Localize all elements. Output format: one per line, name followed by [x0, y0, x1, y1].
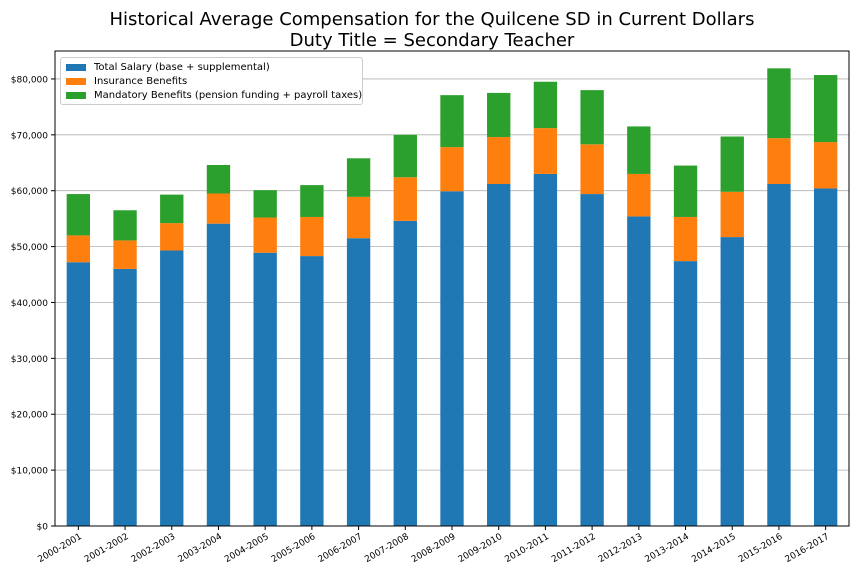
legend-entry-salary: Total Salary (base + supplemental) [66, 60, 270, 74]
bar-segment-mandatory [580, 90, 604, 145]
x-tick-label: 2002-2003 [130, 532, 177, 565]
x-tick-label: 2011-2012 [550, 532, 597, 565]
legend: Total Salary (base + supplemental) Insur… [60, 57, 363, 105]
x-tick-label: 2013-2014 [644, 532, 692, 565]
bar-segment-insurance [627, 173, 651, 217]
bar-segment-mandatory [66, 194, 91, 236]
x-tick-label: 2000-2001 [36, 532, 83, 565]
bar-segment-insurance [300, 216, 324, 257]
bar-segment-salary [627, 216, 651, 527]
bar-segment-mandatory [253, 190, 277, 218]
x-tick-label: 2007-2008 [363, 532, 411, 565]
x-tick-label: 2010-2011 [503, 532, 550, 565]
legend-label-insurance: Insurance Benefits [94, 75, 188, 87]
bar-segment-salary [533, 173, 558, 527]
legend-swatch-insurance [66, 77, 86, 85]
bar-segment-salary [346, 238, 371, 527]
bar-segment-insurance [813, 142, 838, 189]
legend-label-salary: Total Salary (base + supplemental) [94, 61, 270, 73]
bar-segment-mandatory [813, 75, 838, 143]
bar-segment-mandatory [440, 95, 464, 148]
bar-segment-salary [813, 188, 838, 526]
bar-segment-mandatory [300, 185, 324, 217]
bar-segment-salary [720, 237, 744, 526]
x-tick-label: 2006-2007 [317, 532, 364, 565]
legend-swatch-mandatory [66, 91, 86, 99]
bar-segment-salary [113, 268, 137, 526]
bar-segment-mandatory [673, 165, 698, 217]
bar-segment-salary [206, 223, 231, 527]
y-tick-label: $80,000 [11, 75, 48, 85]
y-tick-label: $30,000 [11, 355, 48, 365]
x-tick-label: 2003-2004 [176, 532, 224, 565]
legend-swatch-salary [66, 63, 86, 71]
y-tick-label: $40,000 [11, 299, 48, 309]
x-tick-label: 2008-2009 [410, 532, 458, 565]
y-tick-label: $10,000 [11, 467, 48, 477]
x-tick-label: 2016-2017 [784, 532, 831, 565]
bar-segment-mandatory [346, 158, 371, 197]
x-tick-label: 2009-2010 [457, 532, 505, 565]
chart-subtitle: Duty Title = Secondary Teacher [289, 30, 575, 51]
bar-segment-mandatory [720, 136, 744, 192]
bar-segment-mandatory [393, 134, 417, 178]
bar-segment-insurance [767, 138, 791, 184]
x-tick-label: 2012-2013 [597, 532, 644, 565]
legend-label-mandatory: Mandatory Benefits (pension funding + pa… [94, 89, 363, 101]
bar-segment-insurance [253, 217, 277, 253]
bar-segment-salary [580, 194, 604, 526]
bar-segment-insurance [440, 147, 464, 192]
bar-segment-insurance [580, 144, 604, 195]
bar-segment-mandatory [767, 68, 791, 139]
bar-segment-salary [673, 261, 698, 526]
bar-segment-insurance [66, 235, 91, 263]
y-tick-label: $70,000 [11, 131, 48, 141]
legend-entry-mandatory: Mandatory Benefits (pension funding + pa… [66, 88, 362, 102]
bar-segment-insurance [346, 196, 371, 239]
bar-segment-mandatory [113, 210, 137, 241]
bar-segment-insurance [533, 128, 558, 174]
chart-title: Historical Average Compensation for the … [109, 9, 755, 30]
x-tick-label: 2015-2016 [737, 532, 785, 565]
y-tick-label: $20,000 [11, 411, 48, 421]
x-tick-label: 2014-2015 [690, 532, 737, 565]
bar-segment-insurance [206, 193, 231, 224]
x-tick-label: 2001-2002 [83, 532, 130, 565]
y-tick-label: $50,000 [11, 243, 48, 253]
bar-segment-insurance [393, 177, 417, 221]
bar-segment-salary [440, 191, 464, 526]
bar-segment-insurance [487, 137, 511, 184]
legend-entry-insurance: Insurance Benefits [66, 74, 187, 88]
bar-segment-salary [487, 184, 511, 526]
bar-segment-salary [300, 256, 324, 526]
bar-segment-mandatory [487, 92, 511, 138]
bar-segment-mandatory [533, 81, 558, 129]
bar-segment-mandatory [627, 126, 651, 174]
bar-segment-insurance [160, 223, 184, 251]
x-tick-label: 2005-2006 [270, 532, 318, 565]
bar-segment-salary [160, 250, 184, 526]
y-tick-label: $60,000 [11, 187, 48, 197]
bar-segment-mandatory [160, 194, 184, 224]
bar-segment-salary [767, 184, 791, 526]
bar-segment-salary [393, 220, 417, 526]
bar-segment-insurance [720, 191, 744, 238]
bar-segment-insurance [673, 216, 698, 262]
bar-segment-salary [253, 252, 277, 526]
x-tick-label: 2004-2005 [223, 532, 270, 565]
bar-segment-insurance [113, 240, 137, 269]
bar-segment-mandatory [206, 165, 231, 194]
bar-segment-salary [66, 262, 91, 526]
y-tick-label: $0 [37, 523, 49, 533]
